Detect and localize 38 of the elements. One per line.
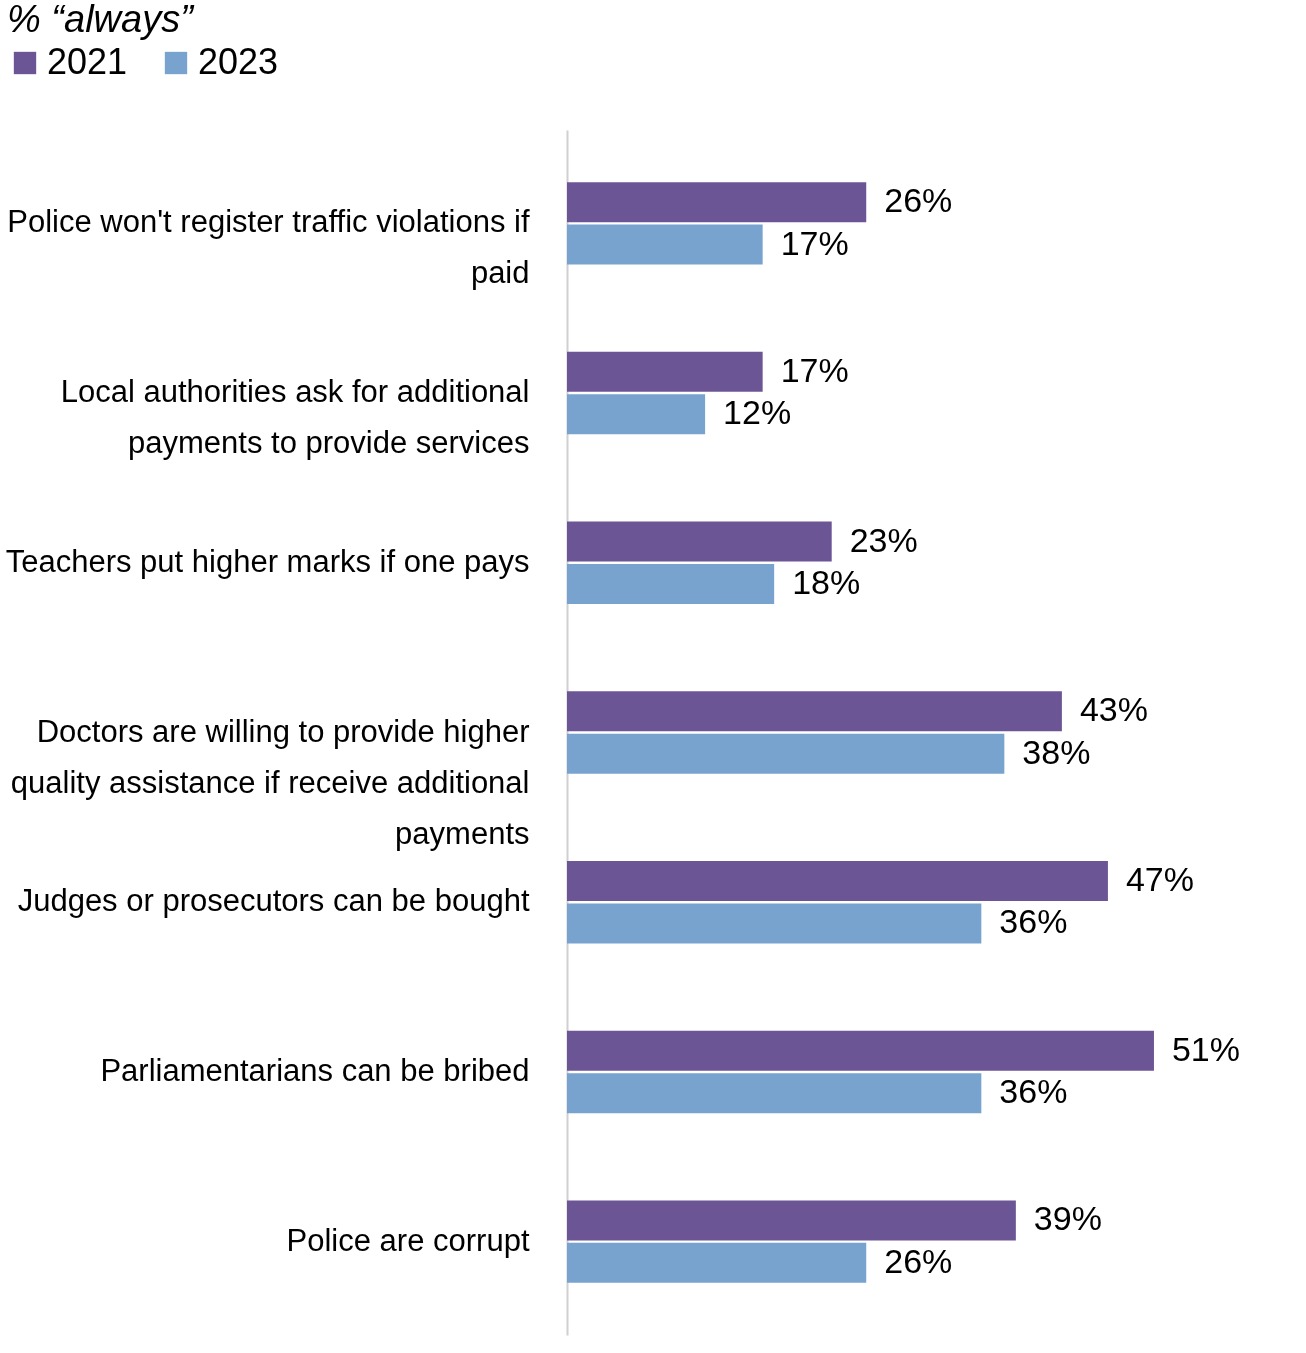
y-tick-label: Judges or prosecutors can be bought [17,883,530,919]
data-label: 43% [1079,690,1148,729]
bar [567,733,1005,774]
bar [567,351,763,392]
data-label: 47% [1125,860,1194,898]
bar [567,1242,867,1283]
legend-label: 2023 [198,41,279,82]
data-label: 17% [780,350,849,389]
data-label: 51% [1171,1029,1241,1068]
bar [567,903,982,944]
data-label: 38% [1022,732,1091,771]
data-label: 17% [780,223,849,262]
bar [567,224,763,265]
bar [567,1030,1154,1071]
data-label: 26% [884,1241,953,1280]
y-tick-label: Parliamentarians can be bribed [100,1052,530,1088]
data-label: 36% [999,1072,1068,1111]
y-tick-label: Police won't register traffic violations if paid [7,204,530,291]
bar [567,861,1108,901]
bar [567,691,1062,732]
y-tick-label: Doctors are willing to provide higher quality assistance if receive additional payments [10,713,530,851]
bar [567,564,775,604]
y-tick-label: Teachers put higher marks if one pays [5,543,530,579]
data-label: 36% [999,902,1068,941]
bar [567,394,706,435]
bar [567,182,867,223]
bar [567,1073,982,1114]
legend-title: % “always” [7,0,196,40]
data-label: 12% [723,393,792,432]
bar [567,521,832,562]
y-tick-label: Police are corrupt [286,1222,530,1258]
data-label: 39% [1033,1199,1102,1238]
data-label: 23% [849,520,918,559]
data-label: 18% [792,563,861,601]
legend-label: 2021 [47,41,128,82]
y-tick-label: Local authorities ask for additional payments to provide services [60,374,530,461]
data-label: 26% [884,181,953,220]
bar [567,1200,1016,1241]
